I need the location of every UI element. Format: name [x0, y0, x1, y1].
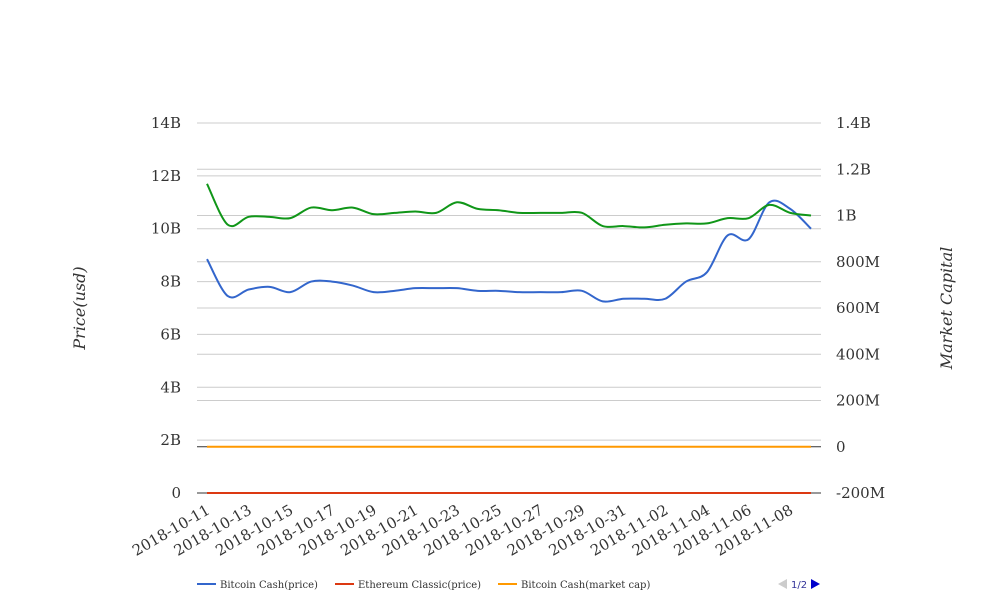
left-axis-ticks: 0 2B 4B 6B 8B 10B 12B 14B	[151, 114, 181, 502]
left-tick-label: 10B	[151, 220, 181, 238]
legend-item: Bitcoin Cash(market cap)	[498, 580, 650, 591]
right-tick-label: 800M	[836, 253, 880, 271]
legend-pager: 1/2	[778, 579, 820, 591]
left-tick-label: 8B	[160, 273, 181, 291]
right-axis-ticks: -200M 0 200M 400M 600M 800M 1B 1.2B 1.4B	[836, 114, 885, 502]
series-line	[206, 199, 812, 303]
legend-item: Ethereum Classic(price)	[335, 580, 481, 591]
left-tick-label: 2B	[160, 431, 181, 449]
triangle-right-icon[interactable]	[811, 579, 820, 589]
right-tick-label: 1.2B	[836, 160, 871, 178]
legend-label: Ethereum Classic(price)	[358, 580, 481, 591]
left-tick-label: 14B	[151, 114, 181, 132]
right-tick-label: 400M	[836, 345, 880, 363]
legend-label: Bitcoin Cash(price)	[220, 580, 318, 591]
right-axis-title: Market Capital	[937, 247, 956, 370]
right-tick-label: 1B	[836, 207, 857, 225]
right-tick-label: 0	[836, 438, 846, 456]
right-tick-label: 200M	[836, 392, 880, 410]
legend-item: Bitcoin Cash(price)	[197, 580, 318, 591]
left-tick-label: 6B	[160, 325, 181, 343]
right-tick-label: -200M	[836, 484, 885, 502]
triangle-left-icon[interactable]	[778, 579, 787, 589]
left-tick-label: 4B	[160, 378, 181, 396]
legend-label: Bitcoin Cash(market cap)	[521, 580, 650, 591]
left-tick-label: 0	[171, 484, 181, 502]
legend-page-indicator: 1/2	[791, 580, 807, 591]
left-tick-label: 12B	[151, 167, 181, 185]
right-tick-label: 600M	[836, 299, 880, 317]
x-axis-ticks: 2018-10-112018-10-132018-10-152018-10-17…	[129, 501, 796, 560]
right-tick-label: 1.4B	[836, 114, 871, 132]
grid-lines	[197, 122, 821, 494]
left-axis-title: Price(usd)	[70, 266, 89, 350]
series-line	[206, 183, 812, 229]
legend: Bitcoin Cash(price) Ethereum Classic(pric…	[197, 580, 650, 591]
series-lines	[206, 183, 812, 494]
